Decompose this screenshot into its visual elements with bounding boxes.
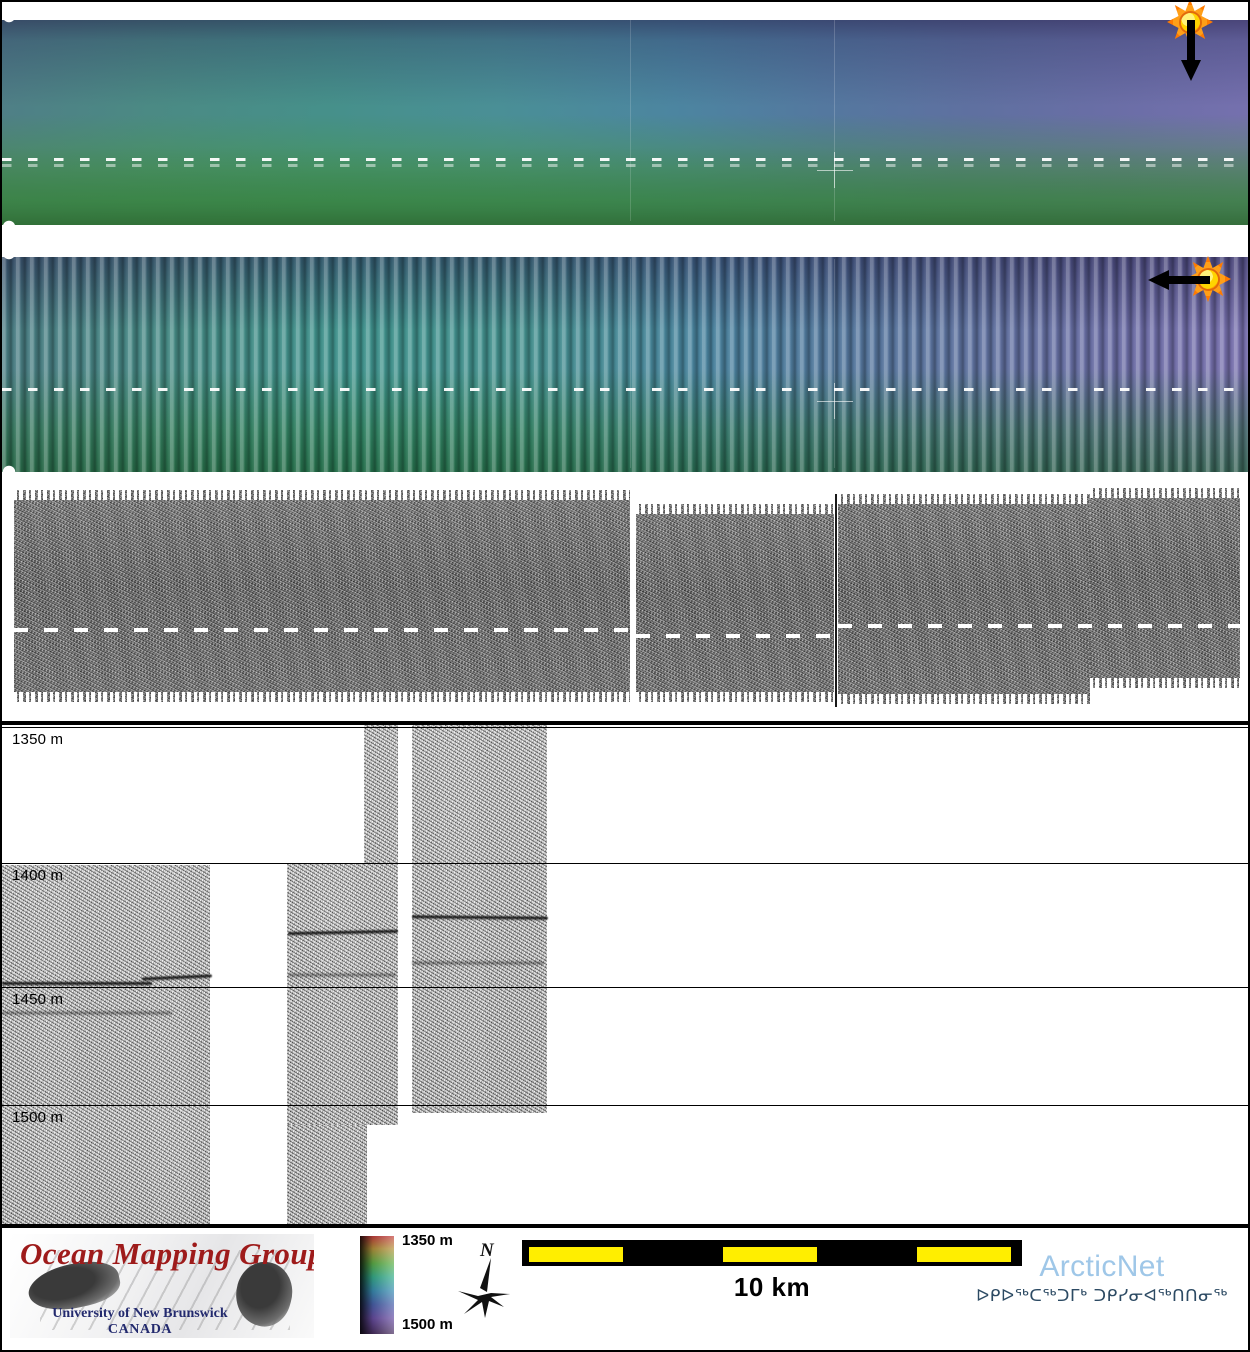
backscatter-block-2 — [636, 504, 834, 702]
panel-backscatter-mosaic — [0, 482, 1250, 725]
nadir-line-b — [2, 388, 1248, 391]
backscatter-nadir-line-3 — [838, 624, 1240, 628]
depth-label-1350: 1350 m — [12, 731, 64, 748]
subbottom-patch-w-lower — [2, 1105, 210, 1224]
omg-title: Ocean Mapping Group — [20, 1236, 314, 1271]
bathymetry-swath-b-stripes — [2, 257, 1248, 472]
subbottom-reflector-e — [412, 961, 544, 965]
survey-seam-a-2 — [834, 20, 835, 221]
nadir-line-a — [2, 158, 1248, 161]
depth-colorbar — [360, 1236, 394, 1334]
compass-rose-icon — [458, 1258, 510, 1318]
depth-gridline-1450 — [2, 987, 1248, 988]
panel-bathymetry-east-illuminated — [0, 243, 1250, 482]
backscatter-block-3 — [838, 494, 1090, 704]
survey-seam-b-2 — [834, 259, 835, 468]
omg-university: University of New Brunswick — [52, 1306, 228, 1321]
arcticnet-syllabics: ᐅᑭᐅᖅᑕᖅᑐᒥᒃ ᑐᑭᓯᓂᐊᖅᑎᑎᓂᖅ — [976, 1286, 1228, 1306]
swath-edge-top-a — [2, 16, 1248, 32]
subbottom-reflector-c — [288, 973, 396, 977]
backscatter-nadir-line-1 — [14, 628, 630, 632]
arcticnet-name: ArcticNet — [1039, 1250, 1165, 1283]
arcticnet-logo: ArcticNet ᐅᑭᐅᖅᑕᖅᑐᒥᒃ ᑐᑭᓯᓂᐊᖅᑎᑎᓂᖅ — [962, 1250, 1242, 1306]
depth-label-1500: 1500 m — [12, 1109, 64, 1126]
omg-country: CANADA — [107, 1322, 173, 1337]
backscatter-block-1 — [14, 490, 630, 702]
crosshair-a-h — [817, 170, 853, 171]
crosshair-a-v — [834, 152, 835, 188]
panel-legend: Ocean Mapping Group University of New Br… — [0, 1228, 1250, 1352]
scale-bar — [522, 1240, 1022, 1266]
survey-seam-b-1 — [630, 259, 631, 468]
subbottom-patch-c-mid — [287, 863, 398, 1125]
scale-bar-label: 10 km — [733, 1272, 811, 1302]
depth-label-1450: 1450 m — [12, 991, 64, 1008]
bathymetry-swath-b — [2, 257, 1248, 472]
swath-edge-top-b — [2, 253, 1248, 269]
swath-edge-bottom-a — [2, 211, 1248, 227]
colorbar-label-min: 1350 m — [402, 1232, 453, 1249]
ocean-mapping-group-logo: Ocean Mapping Group University of New Br… — [10, 1234, 314, 1338]
depth-gridline-1500 — [2, 1105, 1248, 1106]
panel-sub-bottom-profile: 1350 m 1400 m 1450 m 1500 m — [0, 725, 1250, 1228]
depth-label-1400: 1400 m — [12, 867, 64, 884]
depth-gridline-1350 — [2, 727, 1248, 728]
survey-seam-a-1 — [630, 20, 631, 221]
crosshair-b-h — [817, 401, 853, 402]
depth-gridline-1400 — [2, 863, 1248, 864]
illumination-arrow-down-icon — [1181, 20, 1201, 81]
illumination-arrow-left-icon — [1148, 270, 1210, 290]
seafloor-reflector-w — [2, 981, 152, 986]
backscatter-seam-2 — [835, 494, 837, 707]
swath-edge-bottom-b — [2, 456, 1248, 472]
bathymetry-swath-a-green-overlay — [2, 20, 1248, 225]
north-arrow-label: N — [480, 1240, 494, 1261]
backscatter-nadir-line-2 — [636, 634, 834, 638]
panel-bathymetry-north-illuminated — [0, 0, 1250, 243]
subbottom-reflector-w — [2, 1011, 172, 1015]
colorbar-label-max: 1500 m — [402, 1316, 453, 1333]
north-arrow: N — [458, 1240, 522, 1320]
crosshair-b-v — [834, 383, 835, 419]
backscatter-seam-1 — [632, 482, 636, 721]
nadir-line-a-secondary — [2, 164, 1248, 167]
backscatter-block-4 — [1090, 488, 1240, 688]
